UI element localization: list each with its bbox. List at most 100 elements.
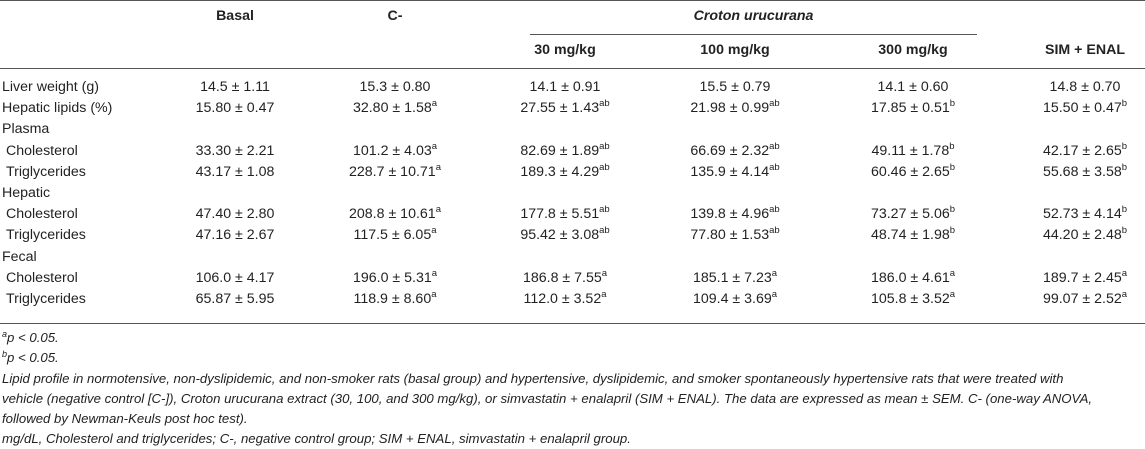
cell-value: 14.8 ± 0.70 (1049, 79, 1121, 95)
cell-value: 15.80 ± 0.47 (195, 100, 275, 117)
col-header-cneg: C- (387, 8, 403, 24)
row-label: Liver weight (g) (2, 79, 99, 95)
top-rule (0, 0, 1145, 1)
cell-cu300: 105.8 ± 3.52a (833, 289, 993, 307)
cell-cu100: 15.5 ± 0.79 (655, 79, 815, 95)
significance-marker: b (949, 225, 956, 237)
cell-value: 77.80 ± 1.53 (690, 227, 770, 244)
cell-sim-enal: 99.07 ± 2.52a (1005, 289, 1145, 307)
cell-value: 139.8 ± 4.96 (690, 206, 770, 223)
cell-value: 17.85 ± 0.51 (870, 100, 950, 117)
significance-marker: a (431, 140, 438, 152)
cell-value: 228.7 ± 10.71 (349, 163, 436, 180)
cell-cu100: 77.80 ± 1.53ab (655, 226, 815, 244)
cell-cu30: 189.3 ± 4.29ab (485, 161, 645, 180)
col-header-100: 100 mg/kg (700, 42, 770, 58)
cell-value: 117.5 ± 6.05 (353, 227, 432, 244)
section-label: Plasma (2, 121, 50, 138)
cell-sim-enal: 42.17 ± 2.65b (1005, 141, 1145, 159)
significance-marker: ab (769, 140, 780, 152)
significance-marker: ab (599, 140, 610, 152)
cell-cneg: 15.3 ± 0.80 (315, 79, 475, 95)
caption-line-2: vehicle (negative control [C-]), Croton … (2, 391, 1093, 406)
significance-marker: a (949, 289, 956, 300)
significance-marker: a (601, 267, 608, 279)
cell-value: 99.07 ± 2.52 (1042, 291, 1122, 307)
cell-sim-enal: 55.68 ± 3.58b (1005, 161, 1145, 180)
cell-value: 14.1 ± 0.91 (529, 79, 601, 95)
cell-value: 118.9 ± 8.60 (353, 291, 432, 307)
significance-marker: b (1121, 225, 1128, 237)
cell-value: 73.27 ± 5.06 (870, 206, 950, 223)
cell-cu30: 27.55 ± 1.43ab (485, 99, 645, 117)
cell-cu100: 135.9 ± 4.14ab (655, 161, 815, 180)
cell-value: 65.87 ± 5.95 (195, 291, 275, 307)
cell-cneg: 228.7 ± 10.71a (315, 163, 475, 180)
cell-cneg: 101.2 ± 4.03a (315, 140, 475, 158)
significance-marker: a (431, 98, 438, 110)
cell-cu30: 95.42 ± 3.08ab (485, 226, 645, 243)
cell-value: 106.0 ± 4.17 (195, 269, 275, 286)
cell-value: 42.17 ± 2.65 (1042, 142, 1122, 159)
significance-marker: b (1121, 204, 1128, 216)
cell-value: 43.17 ± 1.08 (195, 163, 275, 180)
cell-value: 185.1 ± 7.23 (692, 269, 772, 286)
cell-cu30: 82.69 ± 1.89ab (485, 140, 645, 158)
cell-value: 15.5 ± 0.79 (699, 79, 771, 95)
cell-value: 135.9 ± 4.14 (690, 163, 770, 180)
significance-marker: a (949, 267, 956, 279)
cell-sim-enal: 44.20 ± 2.48b (1005, 225, 1145, 244)
cell-value: 47.40 ± 2.80 (195, 206, 275, 223)
significance-marker: b (949, 140, 955, 152)
cell-sim-enal: 14.8 ± 0.70 (1005, 79, 1145, 95)
group-underline (530, 34, 977, 35)
significance-marker: a (431, 267, 438, 279)
cell-basal: 14.5 ± 1.11 (155, 79, 315, 95)
cell-value: 14.1 ± 0.60 (877, 79, 949, 95)
cell-value: 33.30 ± 2.21 (195, 142, 275, 159)
significance-marker: b (1121, 98, 1128, 110)
cell-value: 55.68 ± 3.58 (1042, 163, 1122, 180)
row-label: Cholesterol (6, 142, 78, 159)
table-bottom-rule (0, 323, 1145, 324)
significance-marker: a (1121, 289, 1128, 300)
cell-cu300: 60.46 ± 2.65b (833, 163, 993, 180)
cell-value: 48.74 ± 1.98 (870, 227, 950, 244)
cell-basal: 15.80 ± 0.47 (155, 100, 315, 116)
cell-value: 14.5 ± 1.11 (200, 79, 270, 95)
cell-value: 27.55 ± 1.43 (520, 100, 600, 117)
cell-sim-enal: 15.50 ± 0.47b (1005, 98, 1145, 116)
significance-marker: ab (599, 204, 610, 216)
cell-cu300: 186.0 ± 4.61a (833, 267, 993, 286)
cell-value: 196.0 ± 5.31 (352, 269, 432, 286)
footnote-b: bp < 0.05. (2, 349, 59, 366)
cell-cu30: 186.8 ± 7.55a (485, 267, 645, 286)
row-label: Cholesterol (6, 269, 78, 286)
cell-cneg: 118.9 ± 8.60a (315, 289, 475, 307)
cell-cneg: 196.0 ± 5.31a (315, 267, 475, 286)
significance-marker: a (771, 289, 778, 300)
cell-value: 208.8 ± 10.61 (349, 206, 436, 223)
cell-value: 47.16 ± 2.67 (195, 227, 275, 244)
significance-marker: ab (769, 98, 780, 110)
significance-marker: ab (769, 161, 780, 173)
cell-value: 66.69 ± 2.32 (690, 142, 770, 159)
cell-basal: 33.30 ± 2.21 (155, 143, 315, 159)
abbreviations-note: mg/dL, Cholesterol and triglycerides; C-… (2, 431, 631, 446)
cell-cneg: 32.80 ± 1.58a (315, 98, 475, 116)
cell-value: 44.20 ± 2.48 (1042, 227, 1122, 244)
significance-marker: a (431, 289, 437, 300)
significance-marker: a (1121, 267, 1128, 279)
header-bottom-rule (0, 68, 1145, 69)
cell-value: 189.7 ± 2.45 (1042, 269, 1122, 286)
cell-value: 109.4 ± 3.69 (692, 291, 772, 307)
significance-marker: a (771, 267, 778, 279)
significance-marker: b (1121, 161, 1128, 173)
cell-cu100: 66.69 ± 2.32ab (655, 140, 815, 159)
significance-marker: a (601, 289, 607, 300)
cell-value: 177.8 ± 5.51 (520, 206, 600, 223)
significance-marker: ab (599, 161, 610, 173)
significance-marker: a (435, 204, 441, 216)
caption-line-3: followed by Newman-Keuls post hoc test). (2, 411, 248, 426)
cell-cu100: 21.98 ± 0.99ab (655, 98, 815, 116)
